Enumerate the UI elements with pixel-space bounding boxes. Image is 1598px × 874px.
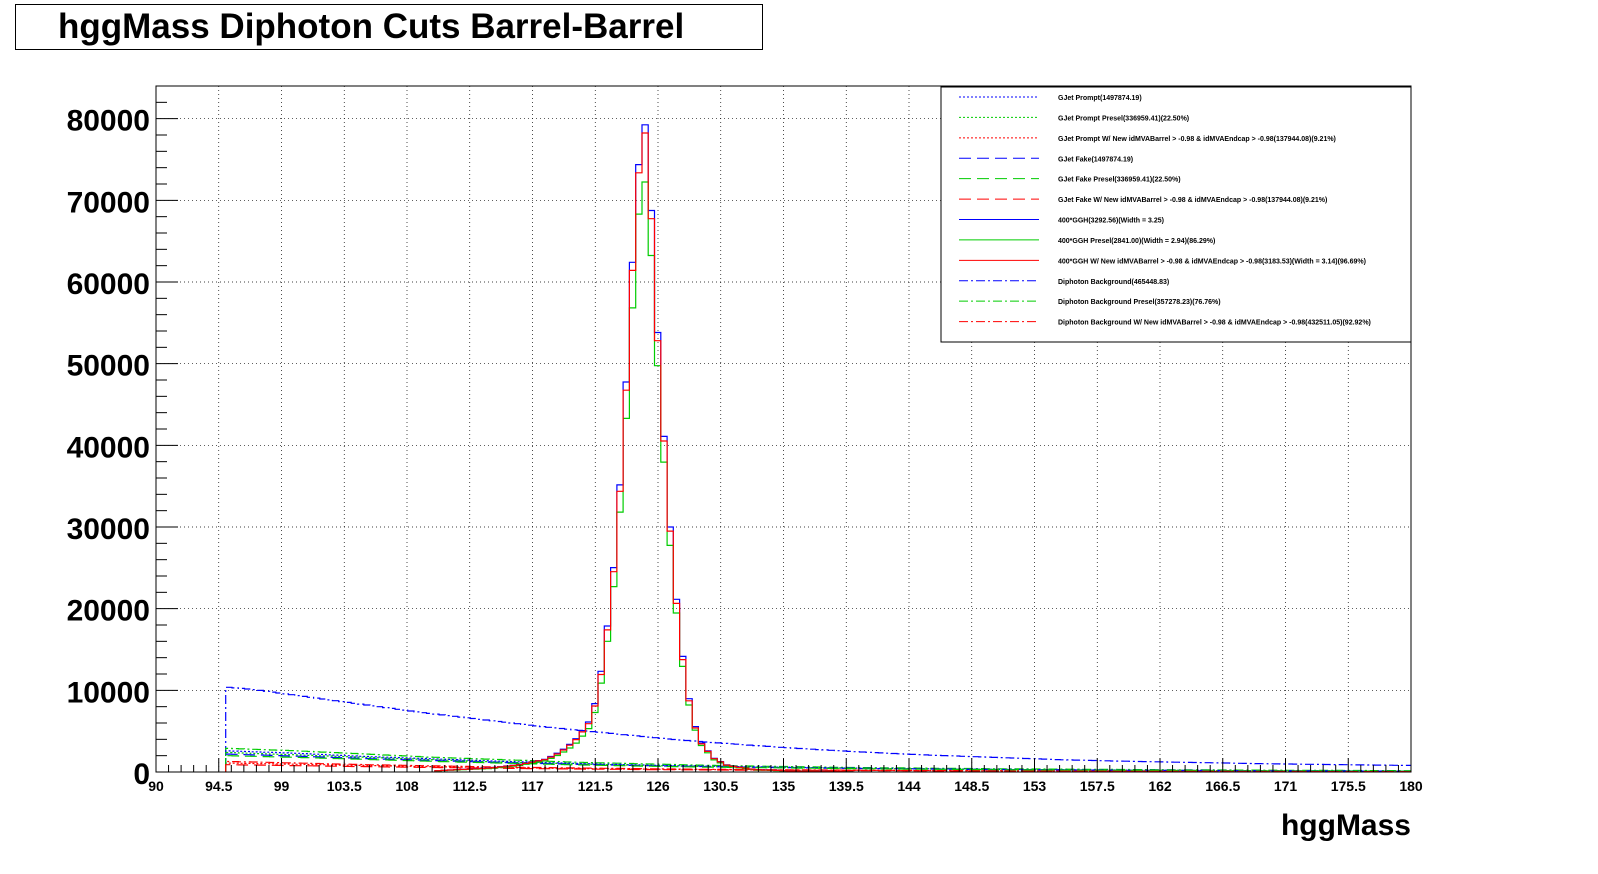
y-tick-label: 60000 — [67, 268, 150, 301]
legend-entry: Diphoton Background W/ New idMVABarrel >… — [1058, 320, 1371, 327]
x-tick-label: 139.5 — [829, 778, 864, 794]
series-line — [434, 132, 854, 773]
legend-entry: GJet Prompt Presel(336959.41)(22.50%) — [1058, 115, 1189, 122]
x-tick-label: 135 — [772, 778, 796, 794]
series-line — [225, 755, 1411, 772]
x-tick-label: 112.5 — [453, 778, 487, 794]
chart-title: hggMass Diphoton Cuts Barrel-Barrel — [58, 7, 685, 46]
x-tick-label: 162 — [1148, 778, 1172, 794]
x-tick-label: 94.5 — [205, 778, 232, 794]
legend-box — [940, 86, 1412, 343]
legend-entry: GJet Fake Presel(336959.41)(22.50%) — [1058, 177, 1181, 184]
x-tick-label: 103.5 — [327, 778, 362, 794]
x-tick-label: 121.5 — [578, 778, 613, 794]
legend-entry: Diphoton Background(465448.83) — [1058, 279, 1169, 286]
series-line — [225, 747, 1411, 772]
x-axis-label: hggMass — [1281, 809, 1411, 842]
y-tick-label: 80000 — [67, 105, 150, 138]
legend-entry: 400*GGH W/ New idMVABarrel > -0.98 & idM… — [1058, 258, 1366, 265]
x-tick-label: 99 — [274, 778, 290, 794]
series-group — [225, 124, 1411, 773]
x-tick-label: 148.5 — [954, 778, 989, 794]
series-line — [434, 181, 854, 773]
y-tick-label: 20000 — [67, 595, 150, 628]
y-tick-label: 50000 — [67, 350, 150, 383]
legend: GJet Prompt(1497874.19) GJet Prompt Prese… — [940, 86, 1412, 343]
x-tick-label: 117 — [521, 778, 544, 794]
x-tick-label: 108 — [395, 778, 419, 794]
legend-entry: GJet Fake(1497874.19) — [1058, 156, 1133, 163]
x-tick-label: 171 — [1274, 778, 1298, 794]
legend-entry: 400*GGH Presel(2841.00)(Width = 2.94)(86… — [1058, 238, 1215, 245]
legend-entry: GJet Prompt(1497874.19) — [1058, 95, 1142, 102]
x-tick-label: 90 — [148, 778, 164, 794]
legend-entry: GJet Prompt W/ New idMVABarrel > -0.98 &… — [1058, 136, 1336, 143]
x-tick-label: 153 — [1023, 778, 1047, 794]
x-tick-label: 180 — [1399, 778, 1423, 794]
series-line — [434, 124, 854, 773]
series-line — [225, 753, 1411, 772]
y-tick-label: 40000 — [67, 431, 150, 464]
x-tick-label: 144 — [897, 778, 921, 794]
legend-entry: GJet Fake W/ New idMVABarrel > -0.98 & i… — [1058, 197, 1327, 204]
y-tick-label: 10000 — [67, 676, 150, 709]
x-tick-label: 175.5 — [1331, 778, 1366, 794]
x-tick-label: 166.5 — [1205, 778, 1240, 794]
x-tick-label: 157.5 — [1080, 778, 1115, 794]
y-tick-label: 0 — [133, 758, 150, 791]
legend-entry: Diphoton Background Presel(357278.23)(76… — [1058, 299, 1221, 306]
series-line — [225, 764, 1411, 773]
chart-title-box: hggMass Diphoton Cuts Barrel-Barrel — [15, 4, 763, 50]
y-tick-label: 30000 — [67, 513, 150, 546]
y-tick-label: 70000 — [67, 186, 150, 219]
x-tick-label: 130.5 — [703, 778, 738, 794]
legend-entry: 400*GGH(3292.56)(Width = 3.25) — [1058, 218, 1164, 225]
axes: 90 94.5 99 103.5 108 112.5 117 121.5 126 130.5 135… — [67, 85, 1423, 794]
x-tick-label: 126 — [646, 778, 670, 794]
